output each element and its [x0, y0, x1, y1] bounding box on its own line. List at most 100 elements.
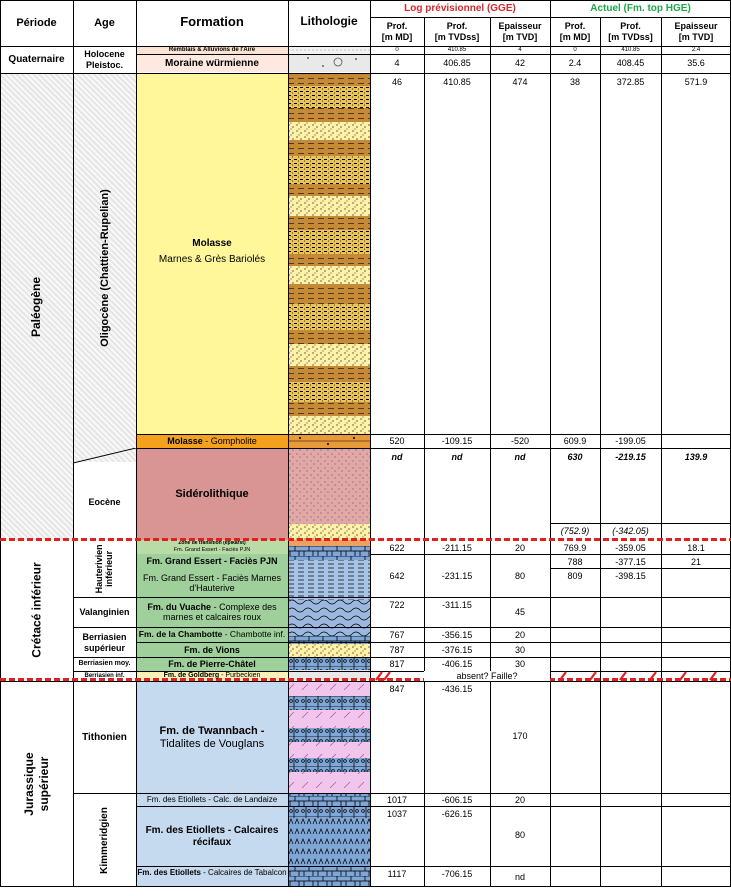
age-valanginien: Valanginien: [79, 607, 130, 618]
period-cretace: Crétacé inférieur: [0, 541, 73, 678]
age-holocene-label: Holocene: [84, 48, 125, 59]
unconformity-line-1: [0, 538, 731, 541]
header-age: Age: [94, 17, 115, 29]
eocene-slant: [73, 448, 136, 464]
log-r12-tvdss: -436.15: [441, 684, 473, 694]
log-r15-ep: nd: [514, 872, 525, 882]
grid-chambotte-bottom: [136, 642, 731, 643]
grid-sidero-sub: [550, 523, 731, 524]
log-r6-tvdss: -231.15: [441, 571, 473, 581]
fm-etiollets-landaize: Fm. des Etiollets - Calc. de Landaize: [136, 794, 288, 806]
act-r1-tvdss: 408.45: [616, 58, 645, 68]
age-berriasien-sup: Berriasien supérieur: [82, 632, 127, 653]
fm-moraine: Moraine würmienne: [165, 58, 259, 70]
act-r5-ep: 18.1: [687, 543, 705, 553]
period-cretace-label: Crétacé inférieur: [29, 561, 44, 658]
bg-jurassic: [136, 681, 288, 886]
age-oligocene-label: Oligocène (Chattien-Rupelian): [98, 189, 111, 347]
fm-twannbach-label: Fm. de Twannbach -: [159, 724, 265, 737]
log-r2-md: 46: [391, 77, 402, 87]
header-periode: Période: [16, 17, 57, 29]
grid-quat-bottom: [0, 73, 731, 74]
act-r4b-md: (752.9): [560, 526, 590, 536]
log-r13-tvdss: -606.15: [441, 795, 473, 805]
age-pleistoc-label: Pleistoc.: [85, 60, 123, 70]
molasse-band: [288, 140, 370, 156]
log-r2-tvdss: 410.85: [443, 77, 471, 87]
fm-vions: Fm. de Vions: [184, 644, 240, 655]
log-r14-md: 1037: [386, 809, 408, 819]
log-r10-md: 817: [389, 659, 405, 669]
molasse-band: [288, 122, 370, 140]
fm-siderolithique: Sidérolithique: [175, 487, 249, 500]
header-act-prof-md: Prof. [m MD]: [550, 18, 600, 46]
bg-remblais: [136, 46, 288, 54]
bg-paleogene-age: [73, 74, 136, 462]
fm-twannbach-desc: Tidalites de Vouglans: [159, 737, 265, 750]
log-r10-tvdss: -406.15: [441, 659, 473, 669]
molasse-band: [288, 196, 370, 216]
header-log-group: Log prévisionnel (GGE): [404, 3, 516, 14]
fm-vuache: Fm. du Vuache - Complexe des marnes et c…: [136, 598, 288, 627]
log-r3-ep: -520: [510, 436, 529, 446]
act-r2-tvdss: 372.85: [616, 77, 645, 87]
grid-vions-bottom: [73, 657, 731, 658]
act-r4-tvdss: -219.15: [615, 452, 646, 462]
act-r2-md: 38: [569, 77, 580, 87]
header-prof-md-label: Prof.: [386, 21, 408, 32]
grid-recifaux-bottom: [136, 866, 731, 867]
act-r0-md: 0: [573, 47, 577, 53]
molasse-band: [288, 184, 370, 196]
log-r5-ep: 20: [514, 543, 525, 553]
grid-top: [0, 0, 731, 1]
log-r5-md: 622: [389, 543, 405, 553]
age-kimmeridgien-label: Kimmeridgien: [99, 806, 110, 874]
header-act-prof-tvdss-label: Prof.: [620, 21, 641, 32]
act-r5-md: 769.9: [563, 543, 587, 553]
bg-molasse: [136, 74, 288, 434]
log-r7-tvdss: -311.15: [442, 600, 472, 610]
molasse-band: [288, 416, 370, 434]
header-act-prof-tvdss: Prof. [m TVDss]: [600, 18, 661, 46]
log-r6-md: 642: [389, 571, 405, 581]
act-r0-ep: 2.4: [691, 47, 701, 53]
fm-gompholite-b: - Gompholite: [202, 436, 257, 447]
molasse-band: [288, 402, 370, 416]
grid-bottom: [0, 886, 731, 887]
log-r7-ep: 45: [514, 607, 525, 617]
log-r8-md: 767: [389, 630, 405, 640]
molasse-band: [288, 330, 370, 344]
period-jurassique-label: Jurassique supérieur: [21, 752, 51, 816]
grid-v3: [288, 0, 289, 886]
header-formation: Formation: [180, 14, 244, 29]
act-r5-tvdss: -359.05: [615, 543, 646, 553]
act-r3-tvdss: -199.05: [615, 436, 646, 446]
lithology-column: [288, 46, 370, 886]
bg-moraine: [136, 54, 288, 72]
fm-etiollets-landaize-label: Fm. des Etiollets: [146, 795, 206, 805]
period-paleogene-label: Paléogène: [29, 276, 44, 338]
age-berriasien-moy: Berriasien moy.: [78, 660, 131, 668]
period-quaternaire: Quaternaire: [8, 54, 65, 66]
log-r0-ep: 4: [518, 47, 522, 53]
header-actuel-group: Actuel (Fm. top HGE): [590, 3, 691, 14]
grid-v8: [600, 17, 601, 886]
log-r7-md: 722: [389, 600, 405, 610]
age-hauterivien-label: Hauterivien inférieur: [93, 544, 114, 594]
act-r0-tvdss: 410.85: [621, 47, 640, 53]
fm-etiollets-tabalcon: Fm. des Etiollets - Calcaires de Tabalco…: [136, 867, 288, 886]
log-r12-ep: 170: [512, 731, 528, 741]
log-r0-md: 0: [395, 47, 399, 53]
header-act-epaisseur-label: Epaisseur: [674, 21, 718, 32]
header-act-prof-md-unit: [m MD]: [559, 32, 591, 42]
grid-pierre-bottom: [73, 671, 731, 672]
log-r8-tvdss: -356.15: [441, 630, 473, 640]
grid-v0: [0, 0, 1, 886]
age-eocene: Eocène: [88, 496, 121, 507]
header-prof-md: Prof. [m MD]: [370, 18, 424, 46]
log-r8-ep: 20: [514, 630, 525, 640]
fm-goldberg-label: Fm. de Goldberg: [163, 671, 220, 679]
age-hauterivien: Hauterivien inférieur: [73, 541, 136, 597]
act-r4-ep: 139.9: [684, 452, 708, 462]
fm-marnes-gres-label: Marnes & Grès Bariolés: [158, 254, 266, 265]
